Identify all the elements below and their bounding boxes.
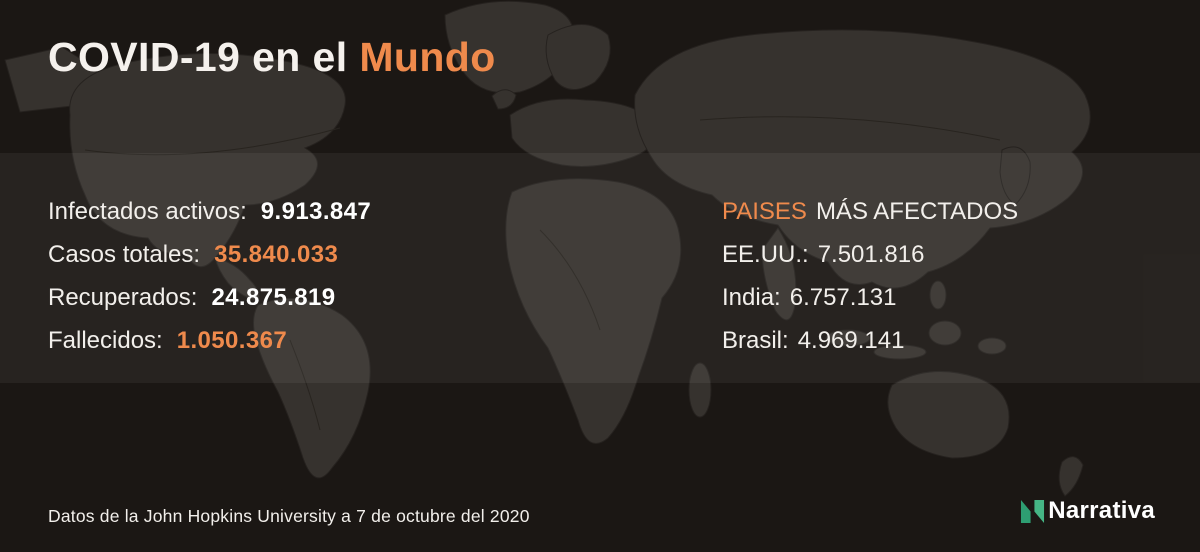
country-name: Brasil: — [722, 326, 789, 354]
stat-label: Casos totales: — [48, 240, 201, 268]
stat-value: 24.875.819 — [211, 283, 336, 311]
narrativa-n-icon — [1021, 499, 1045, 523]
country-row-brasil: Brasil: 4.969.141 — [722, 319, 1018, 362]
stat-row-casos-totales: Casos totales: 35.840.033 — [48, 233, 371, 276]
stat-row-fallecidos: Fallecidos: 1.050.367 — [48, 319, 371, 362]
country-value: 6.757.131 — [789, 283, 897, 311]
narrativa-logo-text: Narrativa — [1048, 497, 1155, 524]
stat-label: Fallecidos: — [48, 326, 163, 354]
stat-label: Infectados activos: — [48, 197, 247, 225]
affected-heading-rest: MÁS AFECTADOS — [815, 197, 1019, 225]
country-name: EE.UU.: — [722, 240, 809, 268]
affected-heading-highlight: PAISES — [722, 197, 807, 225]
most-affected-countries: PAISES MÁS AFECTADOS EE.UU.: 7.501.816 I… — [722, 190, 1018, 362]
title-highlight: Mundo — [359, 34, 496, 80]
country-name: India: — [722, 283, 781, 311]
stat-row-recuperados: Recuperados: 24.875.819 — [48, 276, 371, 319]
affected-heading: PAISES MÁS AFECTADOS — [722, 190, 1018, 233]
narrativa-logo: Narrativa — [1020, 497, 1155, 525]
country-value: 4.969.141 — [797, 326, 905, 354]
global-stats: Infectados activos: 9.913.847 Casos tota… — [48, 190, 371, 362]
country-value: 7.501.816 — [817, 240, 925, 268]
stat-row-infectados: Infectados activos: 9.913.847 — [48, 190, 371, 233]
country-row-eeuu: EE.UU.: 7.501.816 — [722, 233, 1018, 276]
stats-band — [0, 153, 1200, 383]
stat-value: 35.840.033 — [214, 240, 339, 268]
stat-value: 9.913.847 — [260, 197, 372, 225]
page-title: COVID-19 en el Mundo — [48, 34, 496, 81]
data-source-note: Datos de la John Hopkins University a 7 … — [48, 506, 530, 526]
title-prefix: COVID-19 en el — [48, 34, 360, 80]
stat-value: 1.050.367 — [176, 326, 288, 354]
stat-label: Recuperados: — [48, 283, 198, 311]
country-row-india: India: 6.757.131 — [722, 276, 1018, 319]
